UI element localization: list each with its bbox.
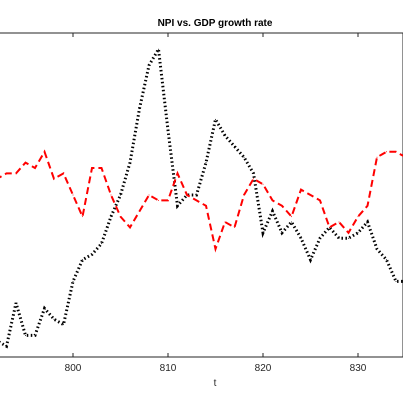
data-point — [91, 253, 93, 255]
data-point — [167, 199, 169, 201]
data-point — [205, 162, 207, 164]
series-1 — [0, 44, 403, 349]
data-point — [15, 302, 17, 304]
data-point — [253, 178, 254, 180]
data-point — [386, 259, 387, 261]
data-point — [243, 156, 245, 158]
data-point — [72, 280, 74, 282]
data-point — [367, 205, 368, 207]
data-point — [348, 232, 349, 234]
data-point — [120, 194, 121, 196]
data-point — [101, 167, 102, 169]
series-2 — [0, 149, 403, 253]
data-point — [300, 189, 302, 191]
data-point — [300, 237, 302, 239]
data-point — [177, 205, 178, 207]
data-point — [319, 199, 321, 201]
data-point — [395, 151, 397, 153]
data-point — [6, 345, 7, 347]
x-axis-label: t — [214, 378, 217, 389]
x-axis: 800 810 820 830 — [65, 33, 367, 374]
data-point — [215, 118, 216, 120]
chart-title: NPI vs. GDP growth rate — [158, 18, 273, 29]
data-point — [224, 221, 226, 223]
data-point — [215, 248, 216, 250]
data-point — [186, 194, 188, 196]
data-point — [329, 226, 330, 228]
data-point — [386, 151, 387, 153]
data-point — [234, 226, 235, 228]
x-tick-label: 830 — [350, 363, 367, 374]
data-point — [167, 129, 169, 131]
data-point — [44, 151, 45, 153]
data-point — [129, 226, 131, 228]
data-point — [148, 194, 150, 196]
data-point — [291, 216, 292, 218]
data-point — [34, 167, 36, 169]
data-point — [148, 64, 150, 66]
data-point — [281, 205, 283, 207]
data-point — [196, 194, 197, 196]
data-point — [338, 237, 340, 239]
data-point — [158, 199, 159, 201]
data-point — [91, 167, 93, 169]
x-tick-label: 810 — [160, 363, 177, 374]
data-point — [272, 210, 273, 212]
data-point — [101, 243, 102, 245]
data-point — [357, 232, 359, 234]
data-point — [291, 221, 292, 223]
data-point — [234, 145, 235, 147]
data-point — [15, 172, 17, 174]
data-point — [44, 307, 45, 309]
data-point — [25, 162, 26, 164]
data-point — [367, 221, 368, 223]
data-point — [82, 216, 83, 218]
data-point — [129, 162, 131, 164]
data-point — [53, 178, 55, 180]
data-point — [357, 216, 359, 218]
data-point — [310, 194, 311, 196]
data-point — [53, 318, 55, 320]
data-point — [281, 232, 283, 234]
data-point — [319, 237, 321, 239]
x-tick-label: 800 — [65, 363, 82, 374]
data-point — [376, 248, 378, 250]
data-point — [63, 324, 64, 326]
data-point — [272, 199, 273, 201]
x-tick-label: 820 — [255, 363, 272, 374]
plot-area — [0, 32, 403, 358]
data-point — [224, 135, 226, 137]
data-point — [253, 172, 254, 174]
data-point — [376, 156, 378, 158]
data-point — [82, 259, 83, 261]
data-point — [25, 334, 26, 336]
data-point — [205, 205, 207, 207]
data-point — [6, 172, 7, 174]
data-point — [348, 237, 349, 239]
data-point — [110, 216, 112, 218]
data-point — [177, 172, 178, 174]
data-point — [395, 280, 397, 282]
series-layer — [0, 44, 403, 349]
data-point — [139, 210, 140, 212]
data-point — [310, 259, 311, 261]
data-point — [63, 172, 64, 174]
data-point — [139, 108, 140, 110]
data-point — [262, 232, 264, 234]
data-point — [120, 216, 121, 218]
data-point — [196, 199, 197, 201]
data-point — [110, 194, 112, 196]
data-point — [34, 334, 36, 336]
data-point — [72, 194, 74, 196]
data-point — [262, 183, 264, 185]
data-point — [243, 194, 245, 196]
data-point — [338, 221, 340, 223]
data-point — [158, 48, 159, 50]
